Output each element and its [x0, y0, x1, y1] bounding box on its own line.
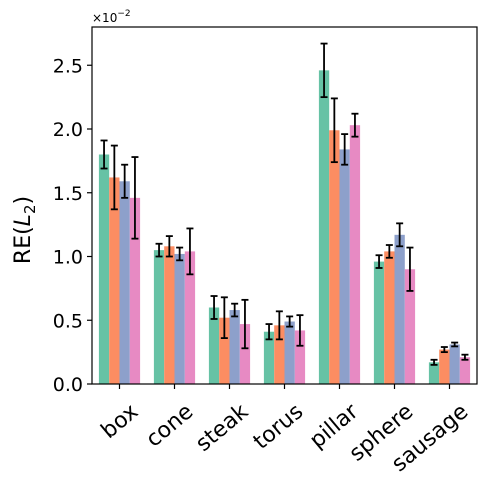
scale-exponent: −2	[117, 9, 130, 19]
y-label-subscript: 2	[21, 205, 39, 215]
bar	[439, 349, 450, 384]
bar	[184, 251, 196, 384]
bar	[263, 331, 275, 384]
y-tick-label: 0.5	[53, 310, 83, 332]
bar	[174, 253, 185, 384]
bar	[153, 250, 165, 384]
y-tick-label: 1.0	[53, 247, 83, 269]
bar	[449, 344, 460, 384]
bars-group	[98, 70, 471, 385]
bar	[384, 251, 395, 384]
bar	[349, 125, 361, 385]
bar	[284, 321, 295, 384]
y-tick-label: 0.0	[53, 374, 83, 396]
bar	[208, 307, 220, 384]
bar	[428, 362, 440, 384]
bar	[229, 310, 240, 384]
y-label-main: RE	[11, 235, 36, 264]
axis-scale-factor: ×10−2	[92, 9, 131, 25]
bar	[394, 234, 405, 384]
bar	[339, 149, 350, 384]
bar	[404, 269, 416, 384]
y-tick-label: 2.0	[53, 119, 83, 141]
bar	[109, 177, 120, 384]
bar	[318, 70, 330, 384]
bar	[459, 357, 471, 384]
bar	[164, 246, 175, 384]
x-tick-label: cone	[142, 399, 199, 452]
bar	[119, 181, 130, 384]
y-label-paren-close: )	[11, 196, 36, 205]
bar	[294, 330, 306, 384]
y-axis-label: RE(L2)	[11, 196, 39, 264]
bar	[329, 130, 340, 384]
y-label-paren-open: (	[11, 226, 36, 235]
x-tick-label: torus	[249, 399, 308, 454]
bar	[129, 197, 141, 384]
x-tick-label: box	[97, 399, 144, 444]
y-tick-label: 1.5	[53, 183, 83, 205]
bar	[98, 154, 110, 384]
y-axis: 0.0 0.5 1.0 1.5 2.0 2.5	[53, 55, 92, 396]
y-label-symbol: L	[11, 214, 36, 226]
scale-base: ×10	[92, 11, 117, 25]
bar	[373, 261, 385, 384]
error-bars-group	[100, 42, 469, 366]
bar	[219, 317, 230, 384]
bar	[239, 324, 251, 384]
bar	[274, 325, 285, 384]
x-tick-label: steak	[191, 399, 253, 457]
y-tick-label: 2.5	[53, 55, 83, 77]
